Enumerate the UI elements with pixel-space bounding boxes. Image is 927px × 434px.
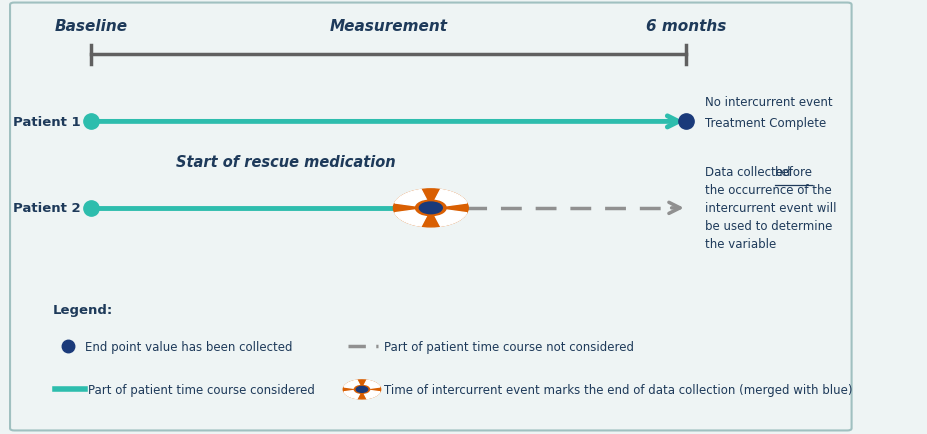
Text: Time of intercurrent event marks the end of data collection (merged with blue): Time of intercurrent event marks the end… [384, 383, 853, 396]
Circle shape [356, 387, 368, 392]
Polygon shape [431, 208, 467, 227]
Text: Start of rescue medication: Start of rescue medication [176, 155, 396, 170]
Text: Part of patient time course considered: Part of patient time course considered [88, 383, 315, 396]
Text: Patient 1: Patient 1 [13, 115, 81, 128]
Polygon shape [431, 190, 467, 208]
Polygon shape [344, 380, 362, 389]
Text: Patient 2: Patient 2 [13, 202, 81, 215]
Text: Data collected: Data collected [705, 165, 794, 178]
Text: Legend:: Legend: [53, 303, 113, 316]
Text: the occurrence of the: the occurrence of the [705, 183, 832, 196]
Polygon shape [395, 190, 431, 208]
Text: the variable: the variable [705, 238, 776, 251]
Circle shape [343, 380, 381, 399]
Text: 6 months: 6 months [645, 19, 726, 34]
FancyBboxPatch shape [10, 3, 852, 431]
Text: Treatment Complete: Treatment Complete [705, 117, 826, 130]
Text: intercurrent event will: intercurrent event will [705, 201, 836, 214]
Text: Measurement: Measurement [329, 19, 448, 34]
Circle shape [354, 386, 370, 393]
Polygon shape [395, 208, 431, 227]
Text: Baseline: Baseline [55, 19, 127, 34]
Polygon shape [362, 389, 380, 399]
Text: End point value has been collected: End point value has been collected [85, 340, 292, 353]
Circle shape [415, 201, 446, 216]
Text: before: before [775, 165, 813, 178]
Circle shape [393, 189, 468, 227]
Polygon shape [344, 389, 362, 399]
Text: be used to determine: be used to determine [705, 220, 832, 233]
Text: Part of patient time course not considered: Part of patient time course not consider… [384, 340, 634, 353]
Polygon shape [362, 380, 380, 389]
Text: No intercurrent event: No intercurrent event [705, 96, 832, 109]
Circle shape [419, 203, 442, 214]
